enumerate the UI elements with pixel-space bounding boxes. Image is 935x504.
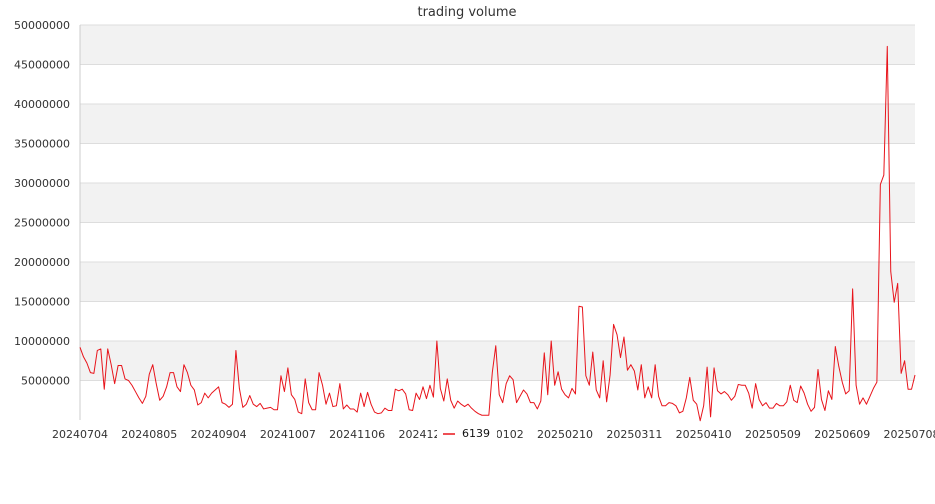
x-tick-label: 20250509 [745,428,801,441]
x-tick-label: 20240805 [121,428,177,441]
grid-band [80,262,915,302]
x-tick-label: 20240704 [52,428,108,441]
background-bands [80,25,915,420]
series-line [79,45,916,422]
grid-band [80,183,915,223]
y-tick-label: 15000000 [14,296,70,309]
grid-band [80,380,915,420]
y-axis-tick-labels: 5000000 10000000 15000000 20000000 25000000 3… [14,19,70,388]
x-tick-label: 20250311 [606,428,662,441]
y-tick-label: 20000000 [14,256,70,269]
x-tick-label: 20250410 [676,428,732,441]
series-layer [79,45,916,422]
y-tick-label: 10000000 [14,335,70,348]
grid-band [80,143,915,183]
grid-band [80,104,915,144]
y-tick-label: 50000000 [14,19,70,32]
x-tick-label: 20241007 [260,428,316,441]
x-tick-label: 20250210 [537,428,593,441]
legend-label: 6139 [462,427,490,440]
y-tick-label: 5000000 [21,375,70,388]
grid-band [80,64,915,104]
x-tick-label: 20250609 [814,428,870,441]
x-tick-label: 20240904 [191,428,247,441]
x-tick-label: 20250708 [884,428,935,441]
y-tick-label: 40000000 [14,98,70,111]
legend: 6139 [437,424,497,442]
chart-title: trading volume [417,5,516,20]
grid-band [80,222,915,262]
legend-background [437,424,497,442]
grid-band [80,25,915,65]
x-tick-label: 20241106 [329,428,385,441]
grid-lines [79,24,915,420]
x-axis-tick-labels: 20240704 20240805 20240904 20241007 20241106… [52,428,935,441]
grid-band [80,301,915,341]
y-tick-label: 45000000 [14,59,70,72]
y-tick-label: 30000000 [14,177,70,190]
y-tick-label: 25000000 [14,217,70,230]
y-tick-label: 35000000 [14,138,70,151]
